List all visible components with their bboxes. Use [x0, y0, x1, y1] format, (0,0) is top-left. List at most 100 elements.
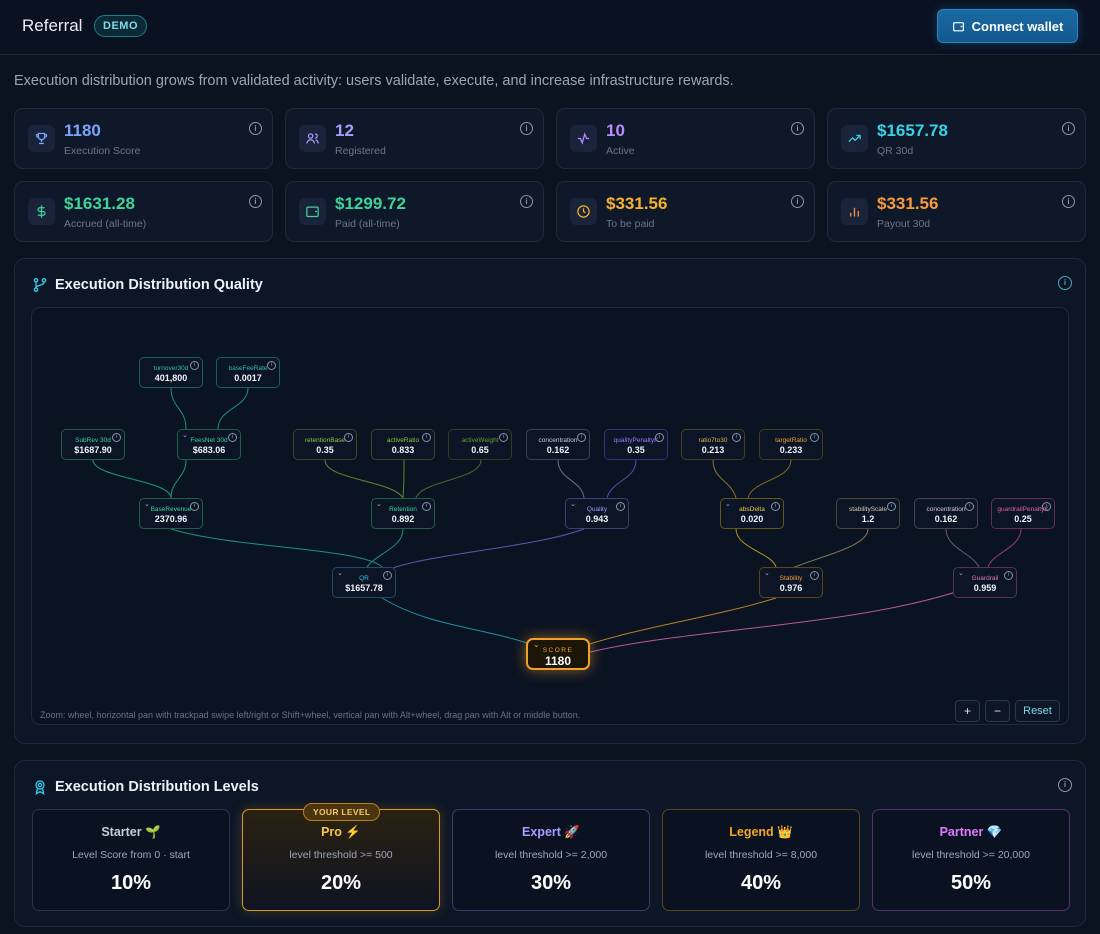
info-icon[interactable]: i — [616, 502, 625, 511]
zoom-out-button[interactable]: − — [985, 700, 1010, 722]
node-label: concentration — [926, 506, 966, 513]
node-label: baseFeeRate — [228, 365, 268, 372]
quality-graph-canvas[interactable]: turnover30d 401,800 i baseFeeRate 0.0017 i S… — [31, 307, 1069, 725]
info-icon[interactable]: i — [422, 433, 431, 442]
graph-node-subrev-30d[interactable]: SubRev 30d $1687.90 i — [61, 429, 125, 460]
graph-node-concentration-2[interactable]: concentration 0.162 i — [914, 498, 978, 529]
node-label: BaseRevenue — [150, 506, 192, 513]
info-icon[interactable]: i — [1042, 502, 1051, 511]
chevron-down-icon[interactable]: ⌄ — [958, 570, 964, 577]
info-icon[interactable]: i — [383, 571, 392, 580]
stat-value: $1631.28 — [64, 194, 135, 213]
graph-node-feesnet-30d[interactable]: ⌄ FeesNet 30d $683.06 i — [177, 429, 241, 460]
chevron-down-icon[interactable]: ⌄ — [144, 501, 150, 508]
level-description: level threshold >= 2,000 — [494, 849, 608, 861]
info-icon[interactable]: i — [422, 502, 431, 511]
chevron-down-icon[interactable]: ⌄ — [533, 640, 540, 649]
info-icon[interactable]: i — [577, 433, 586, 442]
graph-node-activeratio[interactable]: activeRatio 0.833 i — [371, 429, 435, 460]
stat-card-accrued: $1631.28 Accrued (all-time) i — [14, 181, 273, 242]
level-name: Pro ⚡ — [321, 825, 361, 839]
info-icon[interactable]: i — [228, 433, 237, 442]
info-icon[interactable]: i — [810, 433, 819, 442]
info-icon[interactable]: i — [1004, 571, 1013, 580]
graph-node-baserevenue[interactable]: ⌄ BaseRevenue 2370.96 i — [139, 498, 203, 529]
level-card-starter[interactable]: Starter 🌱 Level Score from 0 · start 10% — [32, 809, 230, 911]
info-icon[interactable]: i — [965, 502, 974, 511]
level-card-expert[interactable]: Expert 🚀 level threshold >= 2,000 30% — [452, 809, 650, 911]
chevron-down-icon[interactable]: ⌄ — [764, 570, 770, 577]
award-icon — [35, 780, 45, 795]
info-icon[interactable]: i — [249, 122, 262, 135]
info-icon[interactable]: i — [112, 433, 121, 442]
node-label: SubRev 30d — [75, 437, 111, 444]
graph-node-qualitypenaltyk[interactable]: qualityPenaltyK 0.35 i — [604, 429, 668, 460]
info-icon[interactable]: i — [1058, 276, 1072, 290]
node-value: 401,800 — [154, 373, 188, 383]
graph-node-absdelta[interactable]: ⌄ absDelta 0.020 i — [720, 498, 784, 529]
connect-wallet-button[interactable]: Connect wallet — [937, 9, 1078, 43]
level-card-pro[interactable]: YOUR LEVEL Pro ⚡ level threshold >= 500 … — [242, 803, 440, 911]
graph-node-retention[interactable]: ⌄ Retention 0.892 i — [371, 498, 435, 529]
chevron-down-icon[interactable]: ⌄ — [337, 570, 343, 577]
info-icon[interactable]: i — [887, 502, 896, 511]
level-description: level threshold >= 20,000 — [912, 849, 1030, 861]
level-card-legend[interactable]: Legend 👑 level threshold >= 8,000 40% — [662, 809, 860, 911]
stat-label: Payout 30d — [877, 218, 931, 230]
bar-chart-icon — [841, 198, 868, 225]
reset-zoom-button[interactable]: Reset — [1015, 700, 1060, 722]
level-name: Expert 🚀 — [522, 825, 580, 839]
top-bar: Referral DEMO Connect wallet — [0, 0, 1100, 55]
node-label: FeesNet 30d — [190, 437, 228, 444]
graph-node-basefeerate[interactable]: baseFeeRate 0.0017 i — [216, 357, 280, 388]
chevron-down-icon[interactable]: ⌄ — [570, 501, 576, 508]
graph-node-stabilityscale[interactable]: stabilityScale 1.2 i — [836, 498, 900, 529]
info-icon[interactable]: i — [732, 433, 741, 442]
info-icon[interactable]: i — [190, 361, 199, 370]
info-icon[interactable]: i — [1062, 195, 1075, 208]
node-label: guardrailPenaltyK — [997, 506, 1049, 513]
info-icon[interactable]: i — [791, 122, 804, 135]
info-icon[interactable]: i — [810, 571, 819, 580]
node-value: 0.233 — [779, 445, 803, 455]
chevron-down-icon[interactable]: ⌄ — [376, 501, 382, 508]
stat-label: Paid (all-time) — [335, 218, 400, 230]
chevron-down-icon[interactable]: ⌄ — [182, 432, 188, 439]
info-icon[interactable]: i — [249, 195, 262, 208]
graph-node-activeweight[interactable]: activeWeight 0.65 i — [448, 429, 512, 460]
clock-icon — [570, 198, 597, 225]
info-icon[interactable]: i — [267, 361, 276, 370]
activity-icon — [570, 125, 597, 152]
level-name: Partner 💎 — [939, 825, 1003, 839]
info-icon[interactable]: i — [655, 433, 664, 442]
graph-node-qr[interactable]: ⌄ QR $1657.78 i — [332, 567, 396, 598]
info-icon[interactable]: i — [1062, 122, 1075, 135]
node-value: 0.833 — [391, 445, 415, 455]
info-icon[interactable]: i — [791, 195, 804, 208]
info-icon[interactable]: i — [520, 122, 533, 135]
info-icon[interactable]: i — [344, 433, 353, 442]
graph-node-guardrail[interactable]: ⌄ Guardrail 0.959 i — [953, 567, 1017, 598]
chevron-down-icon[interactable]: ⌄ — [725, 501, 731, 508]
node-label: stabilityScale — [849, 506, 887, 513]
info-icon[interactable]: i — [499, 433, 508, 442]
graph-node-guardrailpenaltyk[interactable]: guardrailPenaltyK 0.25 i — [991, 498, 1055, 529]
graph-node-retentionbase[interactable]: retentionBase 0.35 i — [293, 429, 357, 460]
info-icon[interactable]: i — [1058, 778, 1072, 792]
info-icon[interactable]: i — [190, 502, 199, 511]
graph-node-quality[interactable]: ⌄ Quality 0.943 i — [565, 498, 629, 529]
graph-node-stability[interactable]: ⌄ Stability 0.976 i — [759, 567, 823, 598]
info-icon[interactable]: i — [520, 195, 533, 208]
graph-node-turnover30d[interactable]: turnover30d 401,800 i — [139, 357, 203, 388]
node-label: Stability — [779, 575, 803, 582]
node-value: 0.959 — [973, 583, 997, 593]
stat-label: Active — [606, 145, 635, 157]
info-icon[interactable]: i — [771, 502, 780, 511]
graph-node-targetratio[interactable]: targetRatio 0.233 i — [759, 429, 823, 460]
graph-node-ratio7to30[interactable]: ratio7to30 0.213 i — [681, 429, 745, 460]
graph-node-score[interactable]: ⌄ SCORE 1180 — [526, 638, 590, 670]
level-card-partner[interactable]: Partner 💎 level threshold >= 20,000 50% — [872, 809, 1070, 911]
graph-node-concentration[interactable]: concentration 0.162 i — [526, 429, 590, 460]
zoom-in-button[interactable]: + — [955, 700, 980, 722]
node-label: QR — [359, 575, 369, 582]
